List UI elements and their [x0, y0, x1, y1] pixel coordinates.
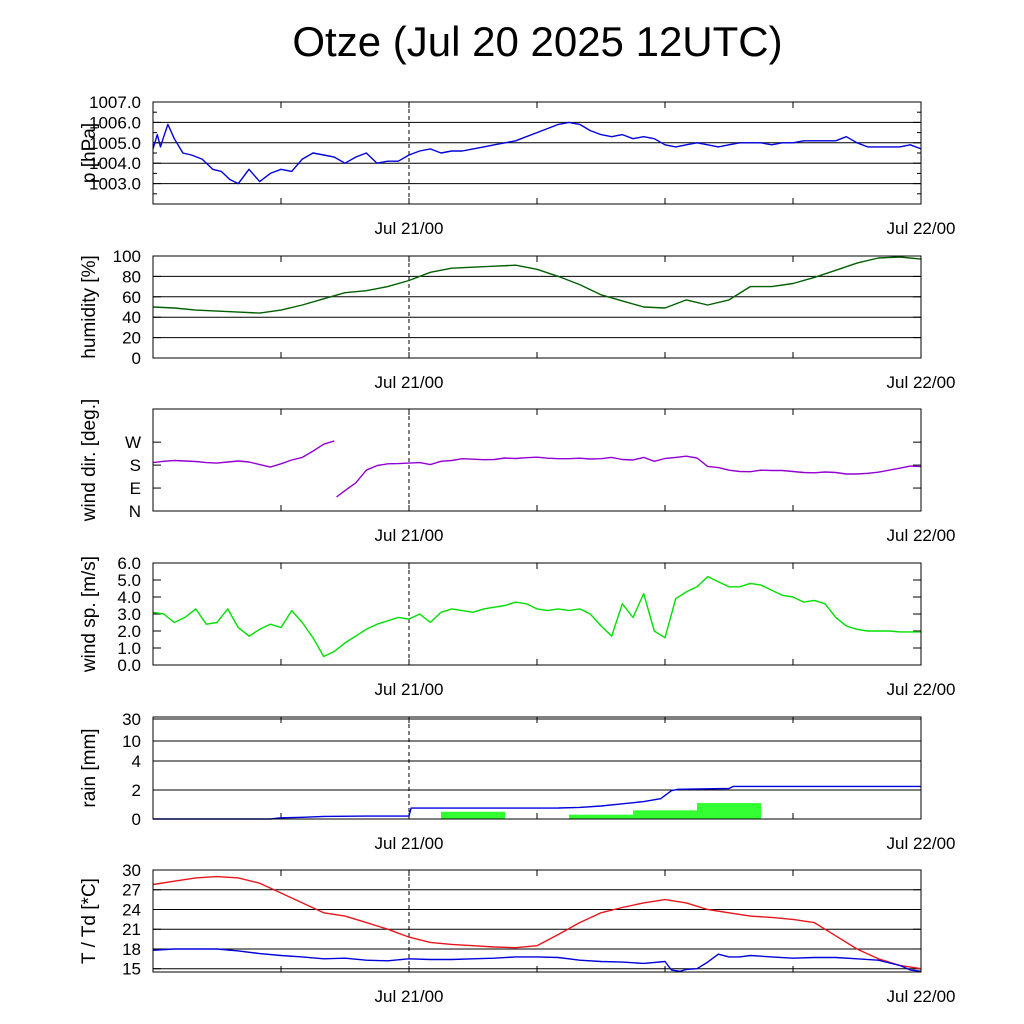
y-tick-label: 24 — [122, 900, 141, 919]
y-tick-label: 2 — [132, 781, 141, 800]
y-tick-label: E — [130, 479, 141, 498]
y-axis-title: wind sp. [m/s] — [79, 556, 100, 673]
x-tick-label: Jul 22/00 — [887, 219, 956, 238]
y-tick-label: 5.0 — [117, 571, 141, 590]
y-tick-label: 3.0 — [117, 605, 141, 624]
x-tick-label: Jul 22/00 — [887, 987, 956, 1006]
y-tick-label: 80 — [122, 267, 141, 286]
plot-frame — [152, 408, 922, 512]
series-line-wind_speed — [152, 575, 921, 658]
plot-frame — [152, 101, 922, 205]
y-tick-label: 2.0 — [117, 622, 141, 641]
plot-frame — [152, 255, 922, 359]
series-line-pressure — [152, 121, 922, 185]
y-tick-label: 30 — [122, 710, 141, 729]
y-tick-label: 60 — [122, 288, 141, 307]
x-tick-label: Jul 21/00 — [375, 680, 444, 699]
plot-frame — [152, 869, 922, 973]
y-axis-title: rain [mm] — [79, 728, 100, 807]
panel-4: 0 2 410 30 rain [mm] Jul 21/00 Jul 22/00 — [79, 710, 956, 853]
x-tick-label: Jul 21/00 — [375, 834, 444, 853]
y-tick-label: 18 — [122, 940, 141, 959]
y-tick-label: 1004.0 — [89, 154, 141, 173]
y-tick-label: 27 — [122, 881, 141, 900]
chart-title: Otze (Jul 20 2025 12UTC) — [292, 18, 783, 65]
rain-bar — [633, 810, 697, 819]
y-tick-label: 6.0 — [117, 554, 141, 573]
y-tick-label: 1007.0 — [89, 93, 141, 112]
x-tick-label: Jul 22/00 — [887, 373, 956, 392]
y-tick-label: 1006.0 — [89, 113, 141, 132]
x-tick-label: Jul 21/00 — [375, 219, 444, 238]
x-tick-label: Jul 21/00 — [375, 987, 444, 1006]
y-axis-title: p [hPa] — [79, 123, 100, 183]
y-tick-label: S — [130, 456, 141, 475]
x-tick-label: Jul 21/00 — [375, 526, 444, 545]
y-axis-title: wind dir. [deg.] — [79, 399, 100, 523]
x-tick-label: Jul 21/00 — [375, 373, 444, 392]
series-line-rain_cumulative — [153, 785, 921, 820]
y-tick-label: 0 — [132, 810, 141, 829]
rain-bar — [697, 803, 761, 819]
y-tick-label: N — [129, 502, 141, 521]
y-tick-label: 1.0 — [117, 639, 141, 658]
plot-frame — [152, 562, 922, 666]
y-tick-label: 1005.0 — [89, 134, 141, 153]
y-tick-label: 1003.0 — [89, 175, 141, 194]
y-tick-label: 30 — [122, 861, 141, 880]
y-tick-label: 4.0 — [117, 588, 141, 607]
series-line-humidity — [152, 256, 922, 314]
y-tick-label: 0.0 — [117, 656, 141, 675]
series-line-wind_dir — [336, 455, 922, 498]
y-axis-title: humidity [%] — [79, 255, 100, 358]
y-tick-label: 21 — [122, 920, 141, 939]
x-tick-label: Jul 22/00 — [887, 834, 956, 853]
series-line-temperature — [152, 875, 922, 970]
x-tick-label: Jul 22/00 — [887, 680, 956, 699]
y-tick-label: 20 — [122, 329, 141, 348]
panel-3: 0.01.02.03.04.05.06.0 wind sp. [m/s] Jul 2… — [79, 554, 956, 699]
y-tick-label: 10 — [122, 732, 141, 751]
rain-bar — [441, 811, 505, 819]
rain-bar — [569, 814, 633, 819]
x-tick-label: Jul 22/00 — [887, 526, 956, 545]
y-tick-label: 4 — [132, 752, 141, 771]
y-axis-title: T / Td [*C] — [79, 878, 100, 964]
y-tick-label: 15 — [122, 960, 141, 979]
y-tick-label: 40 — [122, 308, 141, 327]
series-line-dewpoint — [152, 948, 922, 972]
plot-frame — [152, 716, 922, 820]
y-tick-label: 100 — [113, 247, 141, 266]
y-tick-label: 0 — [132, 349, 141, 368]
y-tick-label: W — [125, 433, 141, 452]
series-line-wind_dir — [152, 440, 335, 468]
